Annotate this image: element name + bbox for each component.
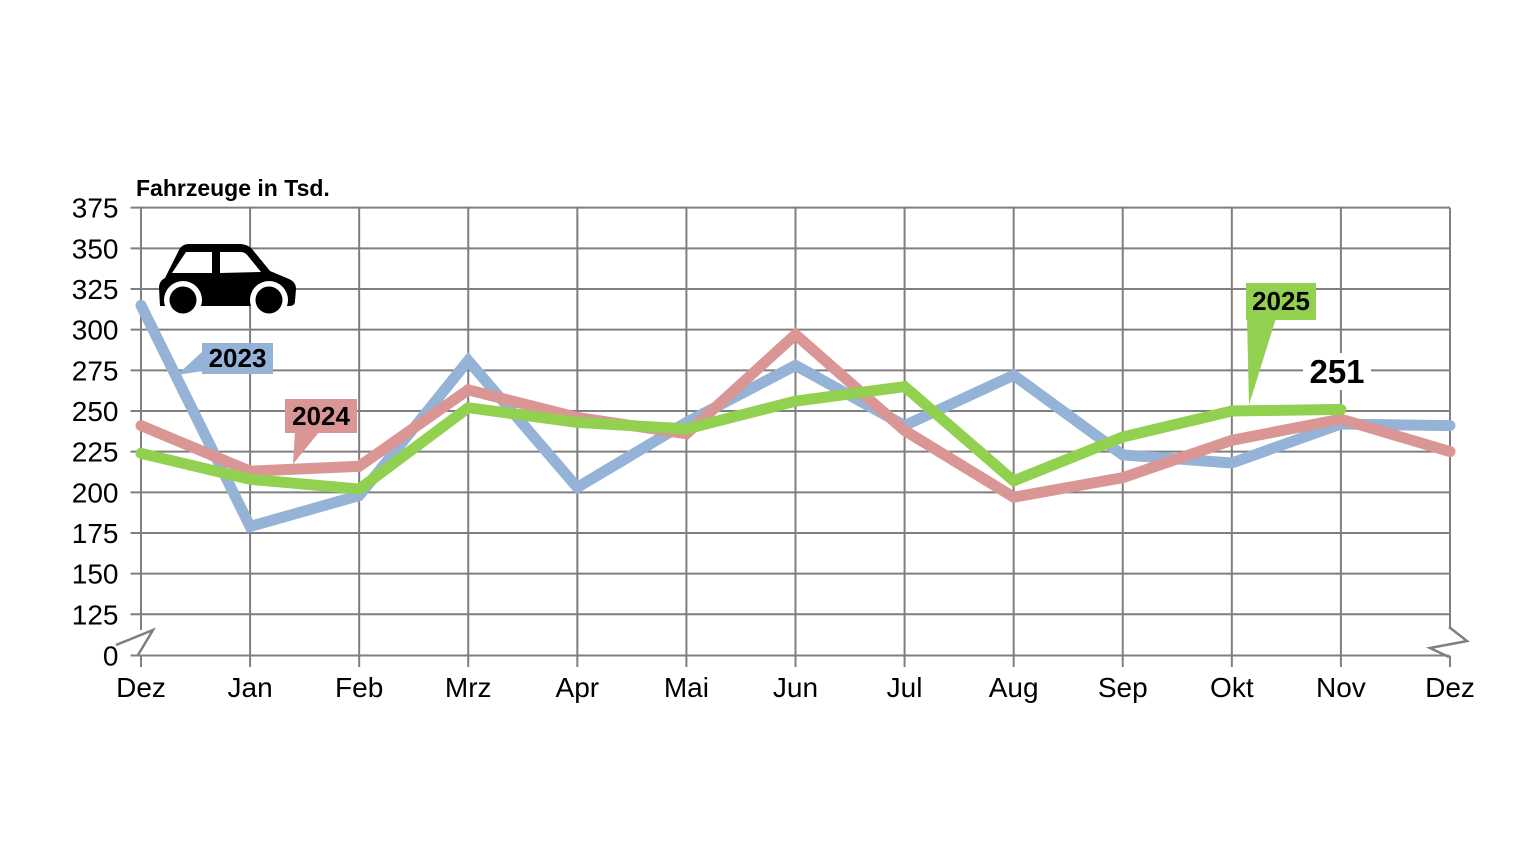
series-callout-2025-label: 2025 <box>1252 286 1310 316</box>
x-tick-label: Jan <box>228 672 273 703</box>
x-tick-label: Jul <box>887 672 923 703</box>
callout-wedge-2024 <box>293 431 320 464</box>
y-tick-label: 325 <box>72 274 119 305</box>
y-tick-label: 275 <box>72 355 119 386</box>
series-line-2023 <box>135 299 1456 534</box>
x-tick-label: Jun <box>773 672 818 703</box>
callout-wedge-2025 <box>1247 318 1276 405</box>
car-rear-wheel <box>169 286 197 314</box>
endpoint-value-label: 251 <box>1303 353 1371 390</box>
y-tick-label: 175 <box>72 518 119 549</box>
y-tick-label: 125 <box>72 599 119 630</box>
y-tick-label: 200 <box>72 477 119 508</box>
series-line-2025 <box>135 380 1347 495</box>
y-tick-label: 225 <box>72 437 119 468</box>
car-front-wheel <box>255 286 283 314</box>
car-rear-window <box>172 252 212 273</box>
axis-break-right <box>1425 626 1470 659</box>
y-tick-label: 0 <box>103 641 119 672</box>
series-callout-2023-label: 2023 <box>208 343 267 373</box>
y-tick-label: 350 <box>72 233 119 264</box>
series-callout-2024-label: 2024 <box>292 400 350 431</box>
x-tick-label: Dez <box>1425 672 1475 703</box>
series-callout-2024: 2024 <box>285 399 357 433</box>
callout-wedge-2023 <box>177 351 203 375</box>
x-tick-label: Mai <box>664 672 709 703</box>
x-tick-label: Aug <box>989 672 1039 703</box>
series-line-2024 <box>135 327 1456 503</box>
x-tick-label: Apr <box>556 672 600 703</box>
x-tick-label: Sep <box>1098 672 1148 703</box>
x-tick-label: Okt <box>1210 672 1254 703</box>
car-front-window <box>220 252 261 273</box>
series-callout-2023: 2023 <box>202 343 273 374</box>
y-tick-label: 300 <box>72 315 119 346</box>
car-icon <box>159 244 296 319</box>
x-tick-label: Dez <box>116 672 166 703</box>
chart-title: Fahrzeuge in Tsd. <box>136 175 330 201</box>
x-tick-label: Feb <box>335 672 383 703</box>
series-callout-2025: 2025 <box>1246 283 1316 320</box>
x-tick-label: Mrz <box>445 672 492 703</box>
y-tick-label: 250 <box>72 396 119 427</box>
y-tick-label: 375 <box>72 193 119 224</box>
axis-break-left <box>115 627 156 656</box>
y-tick-label: 150 <box>72 559 119 590</box>
x-tick-label: Nov <box>1316 672 1366 703</box>
